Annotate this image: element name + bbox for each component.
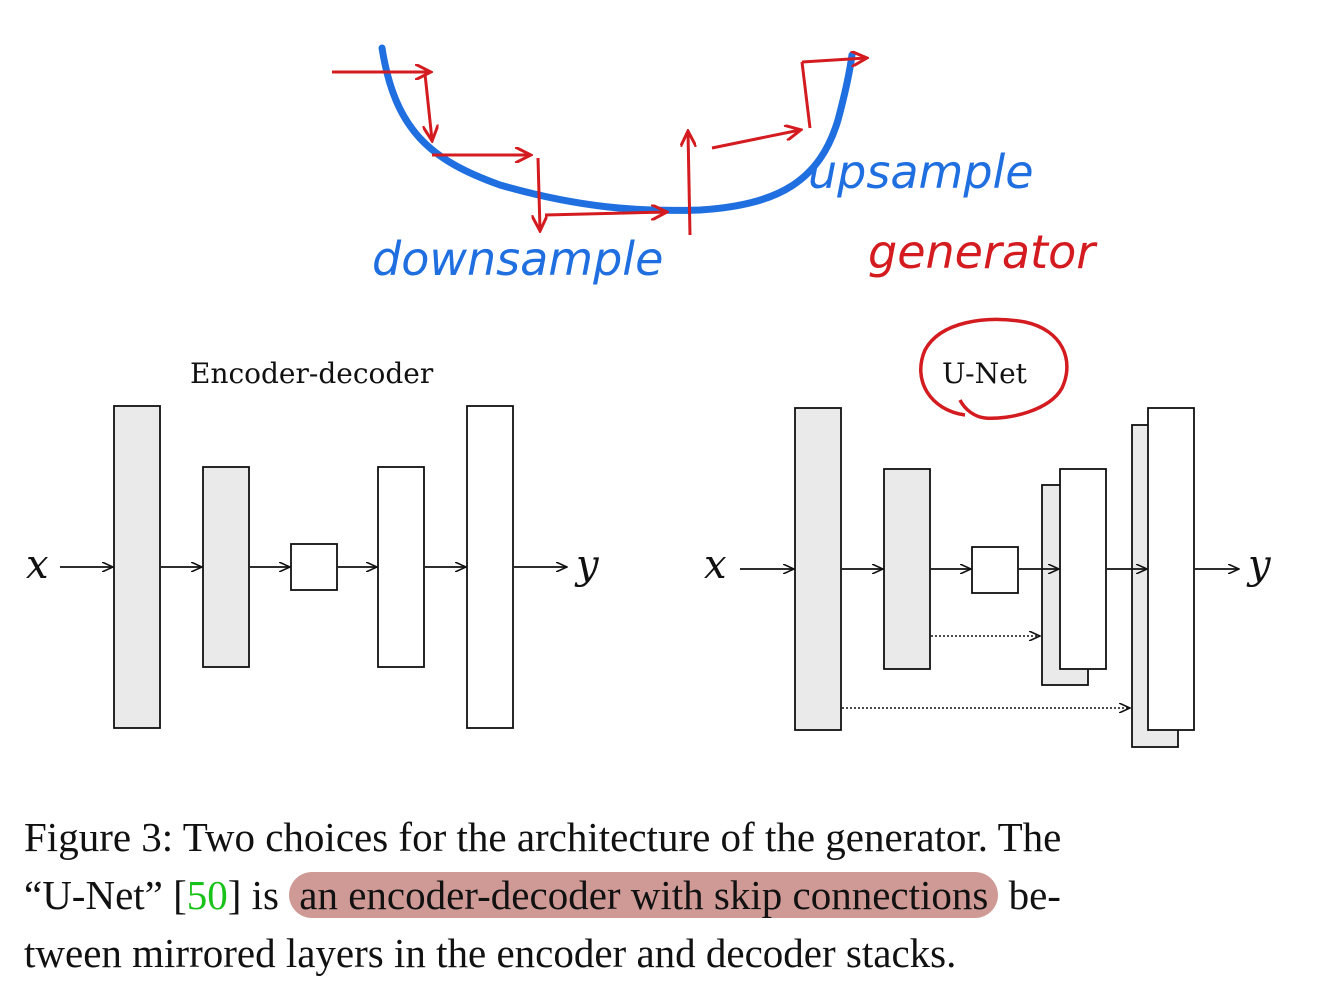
figure-caption: Figure 3: Two choices for the architectu… [24,808,1286,982]
caption-line-3: tween mirrored layers in the encoder and… [24,930,957,976]
unet-skip-connections [842,636,1130,708]
citation-link[interactable]: 50 [186,872,228,918]
upsample-annotation: upsample [808,145,1034,199]
caption-line-2: “U-Net” [50] is an encoder-decoder with … [24,866,1286,924]
encoder-decoder-title: Encoder-decoder [190,357,434,390]
caption-is: ] is [227,872,290,918]
unet-dec-layer-2 [1059,468,1107,670]
downsample-annotation: downsample [372,232,663,286]
unet-circle-annotation [919,317,1069,420]
unet-enc-layer-2 [883,468,931,670]
caption-hyphen: be- [998,872,1061,918]
dec-layer-2 [377,466,425,668]
unet-dec-layer-1 [1147,407,1195,731]
unet-enc-layer-1 [794,407,842,731]
bottleneck-layer [290,543,338,591]
left-output-y: y [574,542,600,588]
dec-layer-1 [466,405,514,729]
generator-annotation: generator [868,225,1098,279]
unet-title: U-Net [942,357,1028,390]
highlighted-phrase: an encoder-decoder with skip connections [289,872,999,918]
left-input-x: x [26,542,49,588]
right-output-y: y [1246,542,1272,588]
caption-unet-ref: “U-Net” [ [24,872,187,918]
enc-layer-2 [202,466,250,668]
encoder-decoder-diagram [113,405,514,729]
upsample-arrows-annotation [688,58,866,236]
unet-diagram [794,407,1195,748]
enc-layer-1 [113,405,161,729]
unet-bottleneck-layer [971,546,1019,594]
right-input-x: x [704,542,727,588]
caption-line-1: Figure 3: Two choices for the architectu… [24,814,1062,860]
downsample-arrows-annotation [332,72,666,230]
u-curve-annotation [378,44,856,214]
